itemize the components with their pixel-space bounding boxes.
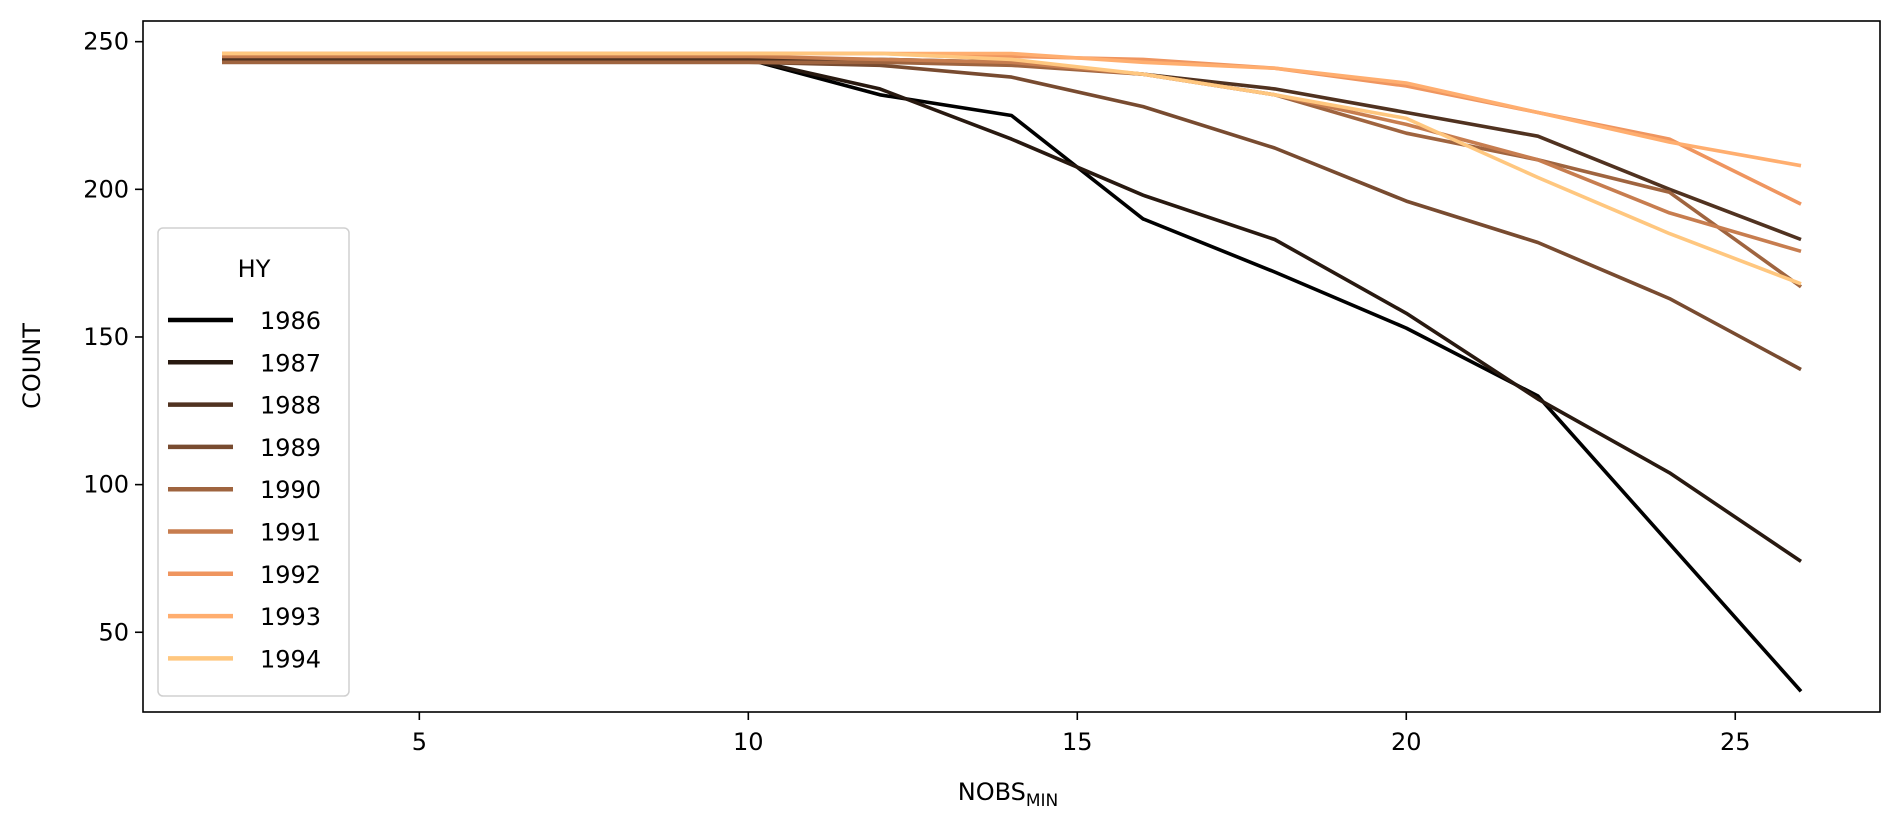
series-line-1993 [222, 51, 1802, 168]
series-line-1986 [222, 57, 1803, 693]
legend-label-1991: 1991 [260, 519, 321, 547]
x-axis-label-subscript: MIN [1026, 791, 1058, 811]
x-tick-label: 20 [1391, 728, 1422, 756]
legend: HY 1986 1987 1988 1989 1990 1991 1992 1993 1994 [157, 227, 350, 697]
legend-label-1989: 1989 [260, 434, 321, 462]
y-tick-label: 150 [83, 323, 129, 351]
legend-label-1993: 1993 [260, 603, 321, 631]
x-tick-label: 10 [733, 728, 764, 756]
x-axis-label: NOBSMIN [958, 778, 1059, 811]
legend-label-1986: 1986 [260, 307, 321, 335]
series-line-1994 [222, 51, 1802, 286]
legend-label-1994: 1994 [260, 645, 321, 673]
series-line-1988 [222, 57, 1802, 242]
legend-label-1988: 1988 [260, 392, 321, 420]
legend-label-1992: 1992 [260, 561, 321, 589]
x-axis: 5 10 15 20 25 [412, 712, 1751, 756]
series-line-1989 [222, 60, 1802, 372]
series-lines [222, 51, 1803, 693]
series-line-1987 [222, 57, 1803, 563]
y-tick-label: 100 [83, 471, 129, 499]
legend-box [157, 227, 350, 697]
plot-frame [142, 20, 1881, 713]
x-tick-label: 25 [1720, 728, 1751, 756]
legend-title: HY [238, 255, 271, 283]
series-line-1991 [222, 54, 1802, 254]
legend-label-1987: 1987 [260, 349, 321, 377]
x-tick-label: 15 [1062, 728, 1093, 756]
y-axis: 50 100 150 200 250 [83, 28, 143, 646]
y-tick-label: 200 [83, 175, 129, 203]
y-axis-label: COUNT [18, 323, 46, 409]
x-tick-label: 5 [412, 728, 427, 756]
y-tick-label: 250 [83, 28, 129, 56]
y-tick-label: 50 [98, 618, 129, 646]
legend-label-1990: 1990 [260, 476, 321, 504]
